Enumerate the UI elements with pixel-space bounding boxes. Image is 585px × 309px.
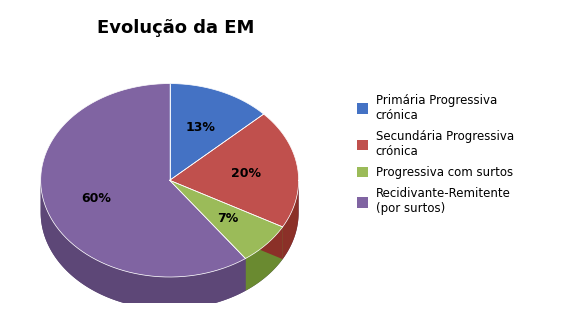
Polygon shape: [41, 83, 246, 277]
Text: 7%: 7%: [217, 212, 238, 225]
Text: 13%: 13%: [185, 121, 215, 133]
Polygon shape: [170, 83, 264, 180]
Polygon shape: [41, 180, 298, 309]
Polygon shape: [170, 180, 283, 259]
Polygon shape: [170, 180, 283, 259]
Text: Evolução da EM: Evolução da EM: [97, 19, 254, 36]
Polygon shape: [170, 180, 283, 259]
Polygon shape: [170, 180, 246, 291]
Text: 20%: 20%: [232, 167, 261, 180]
Polygon shape: [283, 180, 298, 259]
Polygon shape: [41, 181, 246, 309]
Text: 60%: 60%: [81, 192, 111, 205]
Polygon shape: [170, 114, 298, 227]
Legend: Primária Progressiva
crónica, Secundária Progressiva
crónica, Progressiva com su: Primária Progressiva crónica, Secundária…: [352, 89, 518, 220]
Polygon shape: [170, 180, 246, 291]
Polygon shape: [246, 227, 283, 291]
